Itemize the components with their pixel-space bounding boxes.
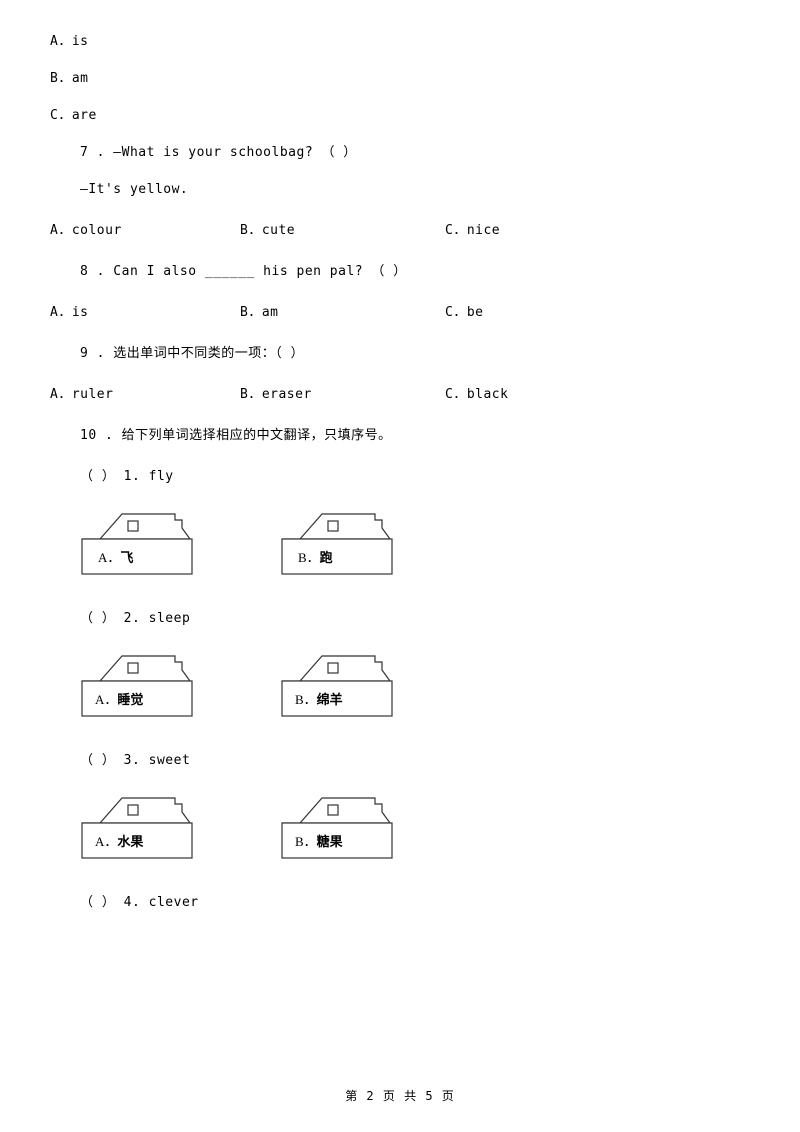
q7-line1: 7 . —What is your schoolbag? （ ） [80, 141, 750, 160]
q8-option-b: B．am [240, 301, 445, 320]
q10-sub2: （ ） 2. sleep [80, 607, 750, 626]
q7-option-c: C．nice [445, 219, 500, 238]
prev-option-a: A．is [50, 30, 750, 49]
q8-option-a: A．is [50, 301, 240, 320]
q7-options: A．colour B．cute C．nice [50, 219, 750, 238]
q7-option-a: A．colour [50, 219, 240, 238]
house-sleep-a: A．睡觉 [80, 646, 195, 721]
house-sweet-a: A．水果 [80, 788, 195, 863]
svg-text:A．飞: A．飞 [98, 550, 133, 565]
prev-option-c: C．are [50, 104, 750, 123]
q9-options: A．ruler B．eraser C．black [50, 383, 750, 402]
prev-option-b: B．am [50, 67, 750, 86]
q8-line: 8 . Can I also ______ his pen pal? （ ） [80, 260, 750, 279]
q10-sub3: （ ） 3. sweet [80, 749, 750, 768]
page-footer: 第 2 页 共 5 页 [0, 1087, 800, 1104]
svg-text:A．睡觉: A．睡觉 [95, 692, 143, 707]
q10-sub3-houses: A．水果 B．糖果 [80, 788, 750, 863]
svg-text:B．绵羊: B．绵羊 [295, 692, 343, 707]
house-sweet-b: B．糖果 [280, 788, 395, 863]
q7-option-b: B．cute [240, 219, 445, 238]
q8-option-c: C．be [445, 301, 483, 320]
q10-sub4: （ ） 4. clever [80, 891, 750, 910]
house-sleep-b: B．绵羊 [280, 646, 395, 721]
q9-option-a: A．ruler [50, 383, 240, 402]
house-fly-b: B．跑 [280, 504, 395, 579]
svg-text:B．跑: B．跑 [298, 550, 333, 565]
svg-text:A．水果: A．水果 [95, 834, 143, 849]
q8-options: A．is B．am C．be [50, 301, 750, 320]
q9-line: 9 . 选出单词中不同类的一项：（ ） [80, 342, 750, 361]
q10-sub1-houses: A．飞 B．跑 [80, 504, 750, 579]
house-fly-a: A．飞 [80, 504, 195, 579]
q9-option-c: C．black [445, 383, 508, 402]
q10-sub1: （ ） 1. fly [80, 465, 750, 484]
svg-text:B．糖果: B．糖果 [295, 834, 343, 849]
q10-sub2-houses: A．睡觉 B．绵羊 [80, 646, 750, 721]
q9-option-b: B．eraser [240, 383, 445, 402]
q10-line: 10 . 给下列单词选择相应的中文翻译，只填序号。 [80, 424, 750, 443]
q7-line2: —It's yellow. [80, 182, 750, 197]
